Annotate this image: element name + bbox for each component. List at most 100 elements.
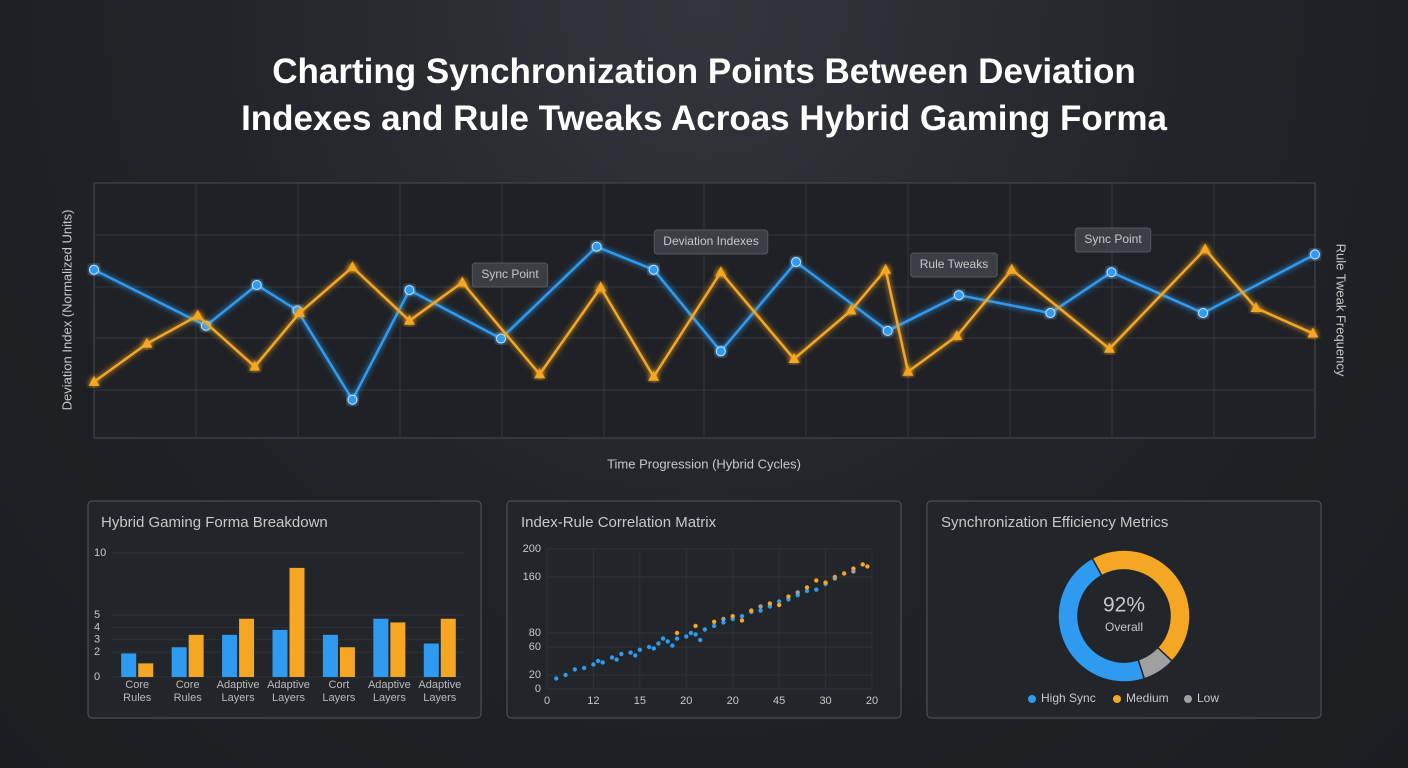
data-point xyxy=(192,309,204,320)
data-point xyxy=(294,307,306,318)
scatter-point xyxy=(776,599,782,604)
annotation-box xyxy=(910,252,998,278)
x-tick-label: Adaptive Layers xyxy=(418,679,462,704)
legend-marker xyxy=(1184,695,1192,703)
x-tick-label: Core Rules xyxy=(173,679,202,704)
data-point xyxy=(403,314,415,325)
legend-label: Medium xyxy=(1126,691,1169,705)
data-point xyxy=(346,261,358,272)
x-tick-label: 20 xyxy=(680,695,692,707)
bar xyxy=(423,643,439,677)
panel xyxy=(506,500,902,719)
center-label: Overall xyxy=(1105,620,1143,634)
x-tick-label: Adaptive Layers xyxy=(267,679,310,704)
scatter-point xyxy=(758,604,763,609)
bar xyxy=(239,618,255,677)
scatter-point xyxy=(711,619,717,624)
data-point xyxy=(880,263,892,274)
scatter-point xyxy=(563,672,568,678)
x-axis-title: Time Progression (Hybrid Cycles) xyxy=(607,456,801,471)
page-title: Charting Synchronization Points Between … xyxy=(241,52,1167,138)
scatter-point xyxy=(660,636,666,641)
bar xyxy=(138,663,154,677)
y-tick-label: 5 xyxy=(94,609,100,621)
scatter-point xyxy=(730,614,735,619)
legend-label: High Sync xyxy=(1041,691,1096,705)
data-point xyxy=(1103,342,1115,353)
y-tick-label: 3 xyxy=(94,634,100,646)
data-point xyxy=(1198,308,1209,319)
scatter-point xyxy=(633,653,638,658)
bar xyxy=(289,567,305,677)
x-tick-label: 45 xyxy=(773,695,785,707)
data-point xyxy=(89,264,99,275)
scatter-point xyxy=(665,639,670,644)
scatter-point xyxy=(693,623,698,629)
data-point xyxy=(788,352,800,363)
annotation: Deviation Indexes xyxy=(663,234,758,248)
panel-title: Index-Rule Correlation Matrix xyxy=(521,514,717,531)
scatter-point xyxy=(656,641,661,646)
data-point xyxy=(845,304,857,315)
data-point xyxy=(953,290,964,301)
annotation-box xyxy=(1074,227,1152,253)
y-tick-label: 2 xyxy=(94,646,100,658)
donut-segment xyxy=(1137,646,1174,680)
scatter-point xyxy=(619,651,624,657)
legend-marker xyxy=(1113,695,1121,703)
data-line xyxy=(93,247,1314,383)
data-point xyxy=(496,333,506,344)
scatter-point xyxy=(804,585,810,590)
data-point xyxy=(1310,249,1320,260)
scatter-point xyxy=(651,646,656,651)
scatter-point xyxy=(860,562,865,567)
data-point xyxy=(249,360,261,371)
scatter-point xyxy=(739,614,745,619)
scatter-point xyxy=(711,623,717,629)
bar xyxy=(322,634,338,677)
x-tick-label: Adaptive Layers xyxy=(216,679,260,704)
scatter-point xyxy=(674,636,680,641)
data-point xyxy=(88,375,100,386)
center-value: 92% xyxy=(1103,594,1145,617)
y2-axis-title: Rule Tweak Frequency xyxy=(1334,244,1349,377)
data-point xyxy=(791,257,802,268)
y-tick-label: 160 xyxy=(523,571,541,583)
scatter-point xyxy=(865,564,870,569)
bar xyxy=(440,618,456,677)
scatter-point xyxy=(670,643,675,648)
x-tick-label: 30 xyxy=(819,695,831,707)
scatter-point xyxy=(832,576,838,581)
scatter-point xyxy=(823,580,828,585)
y-tick-label: 80 xyxy=(529,627,541,639)
data-point xyxy=(882,325,893,336)
data-point xyxy=(1199,243,1211,254)
panel-title: Hybrid Gaming Forma Breakdown xyxy=(101,514,328,531)
x-tick-label: 0 xyxy=(544,695,550,707)
annotation-box xyxy=(653,229,769,255)
x-tick-label: 12 xyxy=(587,695,599,707)
x-tick-label: 20 xyxy=(727,695,739,707)
annotation: Rule Tweaks xyxy=(920,257,988,271)
scatter-point xyxy=(614,657,619,662)
scatter-point xyxy=(674,630,680,636)
x-tick-label: Core Rules xyxy=(123,679,152,704)
data-point xyxy=(251,280,262,290)
scatter-point xyxy=(591,662,596,667)
bar xyxy=(373,618,389,677)
bar xyxy=(121,653,137,677)
scatter-point xyxy=(609,655,615,660)
data-point xyxy=(1250,301,1262,312)
data-point xyxy=(715,346,726,357)
y-tick-label: 20 xyxy=(529,669,541,681)
scatter-point xyxy=(841,571,847,576)
scatter-point xyxy=(698,637,703,643)
annotation: Sync Point xyxy=(1084,232,1142,246)
data-point xyxy=(1006,263,1018,274)
y-tick-label: 60 xyxy=(529,641,541,653)
scatter-point xyxy=(786,594,791,599)
scatter-point xyxy=(804,588,810,594)
x-tick-label: 15 xyxy=(634,695,646,707)
scatter-point xyxy=(795,590,800,595)
